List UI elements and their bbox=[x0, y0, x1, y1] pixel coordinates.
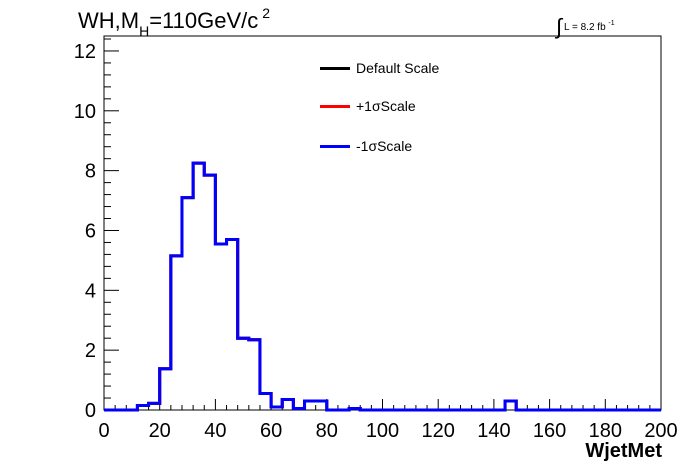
x-tick-label: 0 bbox=[98, 420, 109, 442]
y-tick-label: 8 bbox=[85, 161, 96, 183]
x-tick-label: 20 bbox=[149, 420, 171, 442]
plot-frame bbox=[103, 35, 662, 411]
y-tick-label: 2 bbox=[85, 340, 96, 362]
legend-entry-plus1sigma: +1σScale bbox=[320, 96, 416, 116]
series-line-2 bbox=[104, 161, 661, 412]
x-axis-label: WjetMet bbox=[585, 440, 662, 462]
luminosity-label: ∫ L = 8.2 fb -1 bbox=[556, 14, 615, 39]
legend-swatch-default bbox=[320, 66, 350, 70]
legend-label-minus1sigma: -1σScale bbox=[356, 138, 413, 154]
x-tick-label: 40 bbox=[204, 420, 226, 442]
x-tick-label: 160 bbox=[533, 420, 566, 442]
legend-label-default: Default Scale bbox=[356, 60, 440, 76]
x-tick-label: 140 bbox=[477, 420, 510, 442]
x-tick-label: 80 bbox=[316, 420, 338, 442]
y-tick-label: 4 bbox=[85, 280, 96, 302]
x-tick-label: 120 bbox=[422, 420, 455, 442]
x-tick-label: 180 bbox=[589, 420, 622, 442]
legend-swatch-minus1sigma bbox=[320, 144, 350, 148]
chart-title: WH,MH=110GeV/c 2 bbox=[78, 5, 271, 39]
legend-entry-minus1sigma: -1σScale bbox=[320, 136, 412, 156]
legend-label-plus1sigma: +1σScale bbox=[356, 98, 416, 114]
integral-icon: ∫ bbox=[556, 14, 563, 39]
legend-entry-default: Default Scale bbox=[320, 58, 439, 78]
series-line-1 bbox=[104, 161, 661, 412]
legend-swatch-plus1sigma bbox=[320, 104, 350, 108]
x-tick-label: 60 bbox=[260, 420, 282, 442]
x-tick-label: 200 bbox=[644, 420, 677, 442]
x-tick-label: 100 bbox=[366, 420, 399, 442]
y-tick-label: 12 bbox=[74, 41, 96, 63]
y-tick-label: 6 bbox=[85, 220, 96, 242]
y-tick-label: 0 bbox=[85, 400, 96, 422]
series-line-0 bbox=[104, 161, 661, 412]
y-tick-label: 10 bbox=[74, 101, 96, 123]
